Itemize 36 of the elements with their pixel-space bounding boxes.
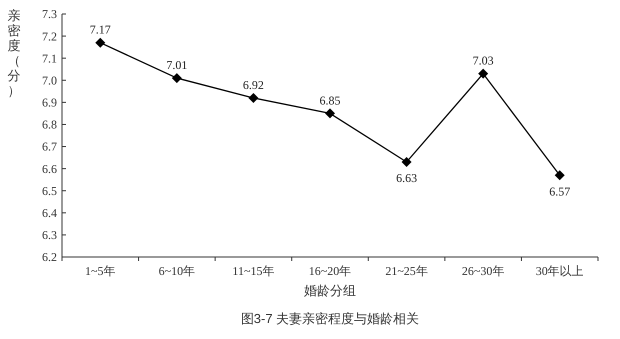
y-tick-label: 6.6 [42, 162, 57, 176]
x-tick-label: 30年以上 [536, 264, 584, 278]
x-tick-label: 16~20年 [308, 264, 352, 278]
y-tick-label: 7.1 [42, 51, 57, 66]
y-tick-label: 6.8 [42, 118, 57, 132]
point [402, 157, 412, 168]
y-tick-label: 7.3 [42, 7, 57, 22]
x-tick-label: 11~15年 [232, 264, 274, 278]
y-tick-label: 7.2 [42, 29, 57, 44]
x-tick-label: 6~10年 [158, 264, 196, 278]
data-label: 6.92 [242, 78, 264, 92]
point [248, 92, 258, 103]
point [478, 68, 488, 79]
point [95, 38, 106, 48]
caption: 图3-7 夫妻亲密程度与婚龄相关 [240, 311, 420, 326]
data-label: 6.85 [320, 93, 340, 108]
y-tick-label: 6.3 [42, 228, 57, 242]
data-label: 7.01 [166, 58, 188, 72]
y-tick-label: 6.4 [42, 206, 57, 220]
y-tick-label: 7.0 [42, 73, 57, 88]
x-axis-title: 婚龄分组 [304, 283, 356, 298]
point [172, 73, 182, 84]
point [554, 170, 565, 180]
data-label: 7.03 [472, 54, 494, 68]
y-tick-label: 6.5 [42, 184, 57, 198]
point [325, 108, 335, 118]
y-tick-label: 6.2 [42, 250, 57, 264]
y-tick-label: 6.9 [42, 96, 57, 110]
data-label: 7.17 [90, 22, 111, 37]
y-tick-label: 6.7 [42, 140, 57, 154]
y-axis-title: 亲密度（分） [8, 8, 20, 98]
x-tick-label: 1~5年 [85, 264, 116, 278]
x-tick-label: 26~30年 [462, 264, 504, 278]
data-label: 6.63 [396, 171, 418, 186]
data-label: 6.57 [549, 184, 570, 198]
x-tick-label: 21~25年 [385, 264, 428, 278]
